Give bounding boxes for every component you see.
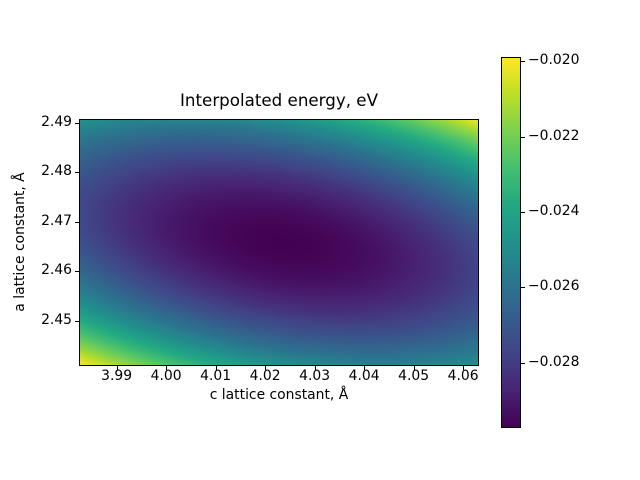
x-tick-label: 3.99: [101, 368, 133, 384]
x-tick-mark: [116, 366, 118, 370]
x-tick-mark: [265, 366, 267, 370]
y-tick-mark: [75, 271, 79, 272]
x-tick-label: 4.00: [150, 368, 182, 384]
x-tick-mark: [364, 366, 366, 370]
colorbar-tick-label: −0.026: [528, 278, 580, 295]
y-tick-label: 2.45: [41, 311, 72, 328]
y-tick-mark: [75, 172, 79, 173]
colorbar-tick-label: −0.020: [528, 52, 580, 69]
y-tick-mark: [75, 122, 79, 124]
chart-title: Interpolated energy, eV: [180, 90, 378, 110]
x-tick-mark: [413, 366, 415, 370]
y-axis-label: a lattice constant, Å: [12, 172, 29, 312]
x-tick-mark: [463, 366, 465, 370]
x-tick-label: 4.04: [348, 368, 380, 384]
colorbar-tick-label: −0.024: [528, 202, 580, 219]
x-tick-label: 4.05: [398, 368, 430, 384]
x-tick-label: 4.01: [200, 368, 232, 384]
colorbar-tick-label: −0.028: [528, 353, 580, 370]
y-tick-mark: [75, 221, 79, 223]
y-tick-label: 2.46: [41, 262, 72, 279]
x-tick-mark: [314, 366, 316, 370]
x-axis-label: c lattice constant, Å: [209, 387, 349, 403]
colorbar-tick-mark: [521, 287, 525, 289]
y-tick-label: 2.49: [41, 113, 72, 130]
x-tick-label: 4.06: [447, 368, 479, 384]
colorbar-tick-label: −0.022: [528, 127, 580, 144]
heatmap-image: [79, 119, 479, 366]
colorbar-tick-mark: [521, 362, 525, 364]
y-tick-mark: [75, 320, 79, 322]
colorbar-tick-mark: [521, 61, 525, 62]
x-tick-mark: [166, 366, 168, 370]
y-tick-label: 2.47: [41, 212, 72, 229]
x-tick-mark: [215, 366, 217, 370]
colorbar-tick-mark: [521, 136, 525, 138]
colorbar-gradient: [501, 57, 521, 428]
x-tick-label: 4.03: [299, 368, 331, 384]
y-tick-label: 2.48: [41, 163, 72, 180]
colorbar-tick-mark: [521, 211, 525, 213]
x-tick-label: 4.02: [249, 368, 281, 384]
